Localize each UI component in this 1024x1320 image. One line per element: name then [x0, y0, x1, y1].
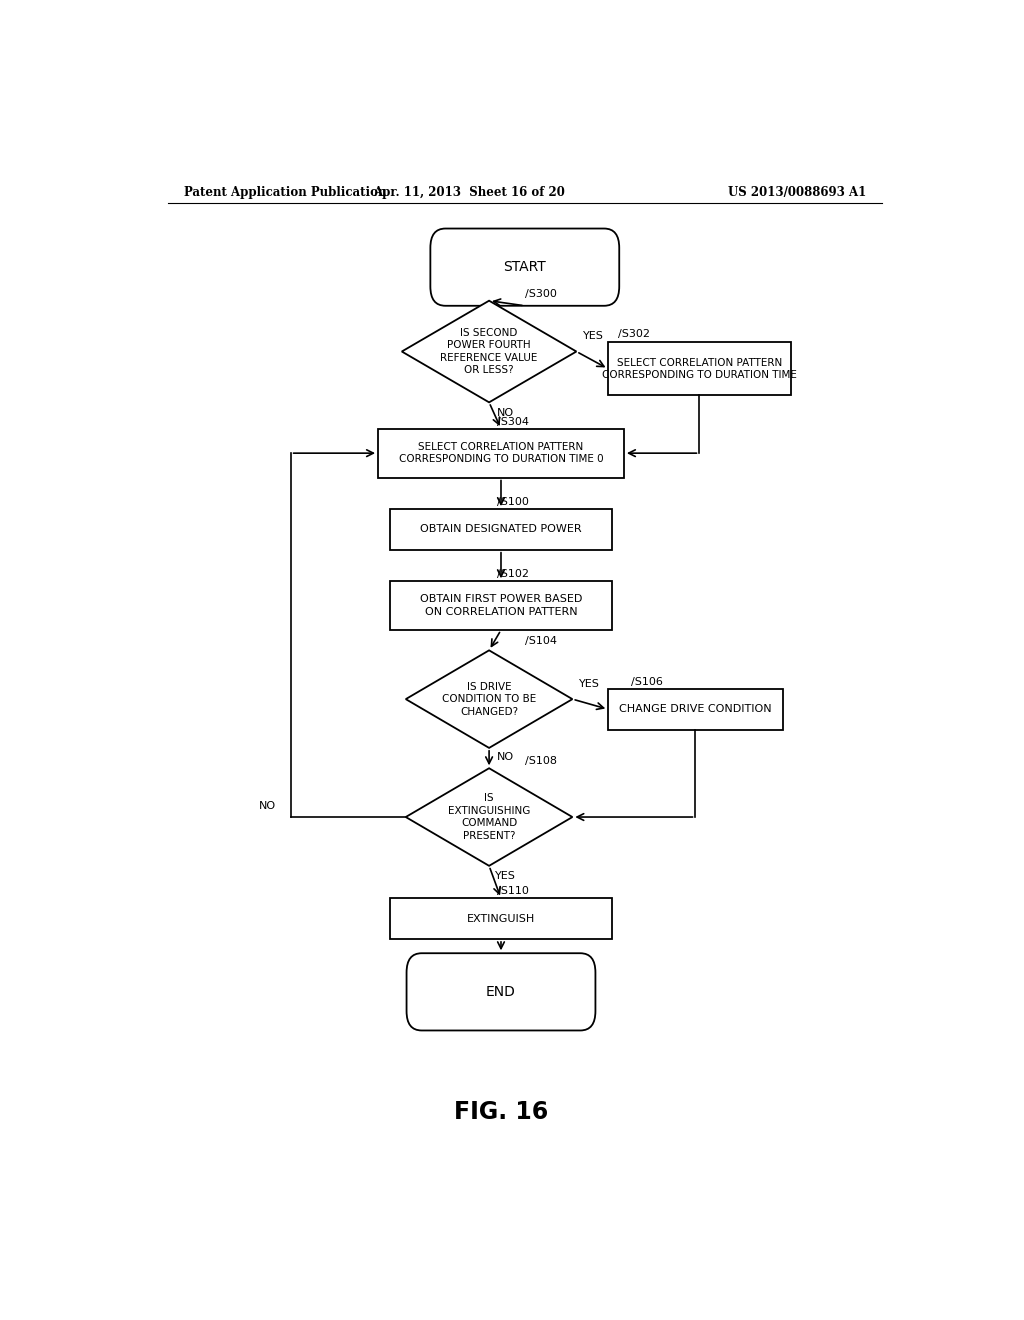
Text: /S108: /S108: [524, 756, 557, 766]
Polygon shape: [406, 651, 572, 748]
Text: CHANGE DRIVE CONDITION: CHANGE DRIVE CONDITION: [620, 705, 772, 714]
Text: /S304: /S304: [497, 417, 529, 426]
Text: END: END: [486, 985, 516, 999]
Text: /S106: /S106: [631, 677, 663, 686]
Text: YES: YES: [579, 678, 600, 689]
Text: Apr. 11, 2013  Sheet 16 of 20: Apr. 11, 2013 Sheet 16 of 20: [374, 186, 565, 199]
Text: SELECT CORRELATION PATTERN
CORRESPONDING TO DURATION TIME 0: SELECT CORRELATION PATTERN CORRESPONDING…: [398, 442, 603, 465]
Text: OBTAIN DESIGNATED POWER: OBTAIN DESIGNATED POWER: [420, 524, 582, 535]
FancyBboxPatch shape: [430, 228, 620, 306]
Text: YES: YES: [496, 871, 516, 880]
Text: START: START: [504, 260, 546, 275]
Bar: [390, 581, 612, 630]
Text: /S102: /S102: [497, 569, 529, 579]
Text: EXTINGUISH: EXTINGUISH: [467, 913, 536, 924]
Bar: [608, 689, 782, 730]
Text: OBTAIN FIRST POWER BASED
ON CORRELATION PATTERN: OBTAIN FIRST POWER BASED ON CORRELATION …: [420, 594, 583, 616]
Text: US 2013/0088693 A1: US 2013/0088693 A1: [728, 186, 866, 199]
Text: IS
EXTINGUISHING
COMMAND
PRESENT?: IS EXTINGUISHING COMMAND PRESENT?: [447, 793, 530, 841]
Text: /S302: /S302: [618, 329, 650, 339]
Text: NO: NO: [259, 801, 276, 810]
Bar: [390, 899, 612, 939]
Bar: [378, 429, 624, 478]
FancyBboxPatch shape: [407, 953, 595, 1031]
Polygon shape: [406, 768, 572, 866]
Polygon shape: [401, 301, 577, 403]
Text: YES: YES: [583, 331, 603, 342]
Text: Patent Application Publication: Patent Application Publication: [183, 186, 386, 199]
Bar: [390, 510, 612, 549]
Text: /S104: /S104: [524, 636, 557, 647]
Text: /S300: /S300: [524, 289, 557, 298]
Text: /S100: /S100: [497, 498, 529, 507]
Bar: [608, 342, 791, 395]
Text: IS SECOND
POWER FOURTH
REFERENCE VALUE
OR LESS?: IS SECOND POWER FOURTH REFERENCE VALUE O…: [440, 327, 538, 375]
Text: NO: NO: [497, 408, 514, 418]
Text: IS DRIVE
CONDITION TO BE
CHANGED?: IS DRIVE CONDITION TO BE CHANGED?: [442, 681, 537, 717]
Text: FIG. 16: FIG. 16: [454, 1100, 548, 1123]
Text: /S110: /S110: [497, 886, 529, 896]
Text: NO: NO: [497, 752, 514, 762]
Text: SELECT CORRELATION PATTERN
CORRESPONDING TO DURATION TIME: SELECT CORRELATION PATTERN CORRESPONDING…: [602, 358, 797, 380]
